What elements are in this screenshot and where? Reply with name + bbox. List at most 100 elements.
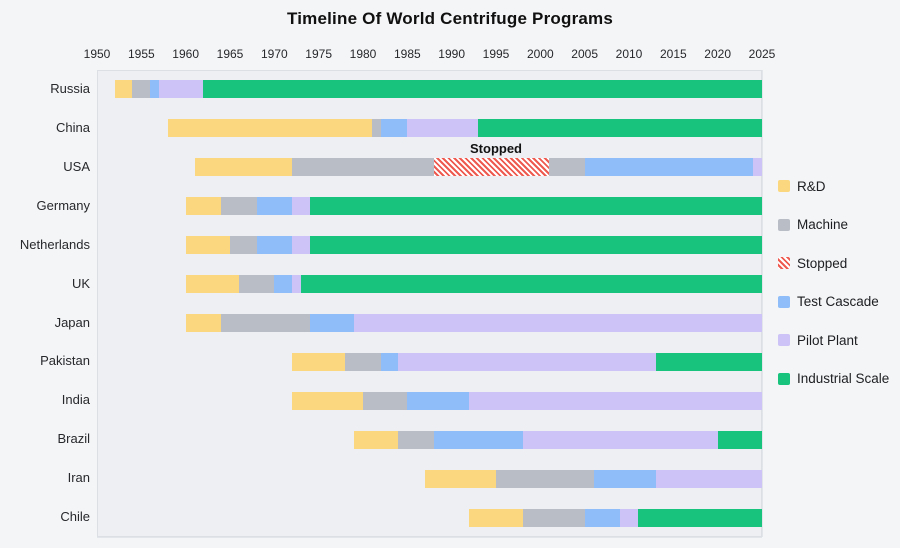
bar-segment-machine[interactable] <box>522 508 585 527</box>
bar-segment-r-d[interactable] <box>292 391 363 410</box>
country-label: India <box>61 392 90 408</box>
x-tick-label: 2020 <box>704 47 731 61</box>
bar-segment-r-d[interactable] <box>167 119 372 138</box>
x-tick-label: 2000 <box>526 47 554 61</box>
bar-segment-machine[interactable] <box>363 391 408 410</box>
bar-segment-r-d[interactable] <box>114 80 133 99</box>
legend-label: Machine <box>797 217 849 232</box>
bar-segment-r-d[interactable] <box>425 469 496 488</box>
bar-segment-pilot-plant[interactable] <box>753 158 762 177</box>
bar-segment-pilot-plant[interactable] <box>292 275 301 294</box>
legend-item-test-cascade[interactable]: Test Cascade <box>778 294 879 310</box>
legend-swatch-icon <box>778 218 790 231</box>
bar-segment-test-cascade[interactable] <box>433 430 523 449</box>
bar-segment-machine[interactable] <box>132 80 151 99</box>
bar-segment-machine[interactable] <box>549 158 585 177</box>
bar-segment-machine[interactable] <box>292 158 434 177</box>
bar-segment-test-cascade[interactable] <box>593 469 656 488</box>
country-label: China <box>56 119 90 135</box>
country-label: Pakistan <box>40 353 90 369</box>
bar-segment-pilot-plant[interactable] <box>354 313 762 332</box>
legend-label: R&D <box>797 178 826 194</box>
country-label: Iran <box>67 470 90 486</box>
bar-segment-r-d[interactable] <box>292 352 346 371</box>
bar-segment-test-cascade[interactable] <box>380 352 399 371</box>
country-label: Japan <box>54 314 90 330</box>
chart-title: Timeline Of World Centrifuge Programs <box>286 9 614 28</box>
x-tick-label: 1980 <box>349 47 377 61</box>
country-label: Brazil <box>57 431 90 447</box>
bar-segment-pilot-plant[interactable] <box>292 197 310 216</box>
bar-segment-test-cascade[interactable] <box>256 197 293 216</box>
x-tick-label: 1990 <box>438 47 465 61</box>
legend-item-machine[interactable]: Machine <box>778 217 848 233</box>
bar-segment-r-d[interactable] <box>185 275 239 294</box>
bar-segment-r-d[interactable] <box>185 197 222 216</box>
bar-segment-test-cascade[interactable] <box>407 391 470 410</box>
bar-segment-industrial-scale[interactable] <box>203 80 762 99</box>
bar-segment-test-cascade[interactable] <box>584 158 754 177</box>
x-tick-label: 1985 <box>393 47 421 61</box>
bar-segment-r-d[interactable] <box>354 430 399 449</box>
legend-label: Industrial Scale <box>797 371 890 386</box>
legend-swatch-icon <box>778 334 790 346</box>
country-label: UK <box>71 275 90 291</box>
bar-segment-test-cascade[interactable] <box>309 313 355 332</box>
legend-swatch-icon <box>778 295 790 308</box>
bar-segment-test-cascade[interactable] <box>274 275 293 294</box>
bar-segment-pilot-plant[interactable] <box>469 391 762 410</box>
x-tick-label: 1970 <box>260 47 288 61</box>
plot-area <box>97 70 762 537</box>
bar-segment-machine[interactable] <box>238 275 275 294</box>
bar-segment-test-cascade[interactable] <box>380 119 408 138</box>
legend-swatch-icon <box>778 180 790 192</box>
bar-segment-r-d[interactable] <box>194 158 293 177</box>
country-label: Russia <box>50 81 90 96</box>
legend-item-stopped[interactable]: Stopped <box>778 255 847 271</box>
bar-segment-pilot-plant[interactable] <box>655 469 762 488</box>
x-tick-label: 2005 <box>571 47 598 61</box>
x-tick-label: 1960 <box>172 47 199 61</box>
vertical-gridline <box>761 70 763 537</box>
country-label: Germany <box>36 197 90 213</box>
bar-segment-pilot-plant[interactable] <box>407 119 479 138</box>
bar-segment-machine[interactable] <box>371 119 381 138</box>
legend-label: Pilot Plant <box>797 332 858 348</box>
bar-segment-machine[interactable] <box>221 313 310 332</box>
bar-segment-test-cascade[interactable] <box>256 236 293 255</box>
legend-item-industrial-scale[interactable]: Industrial Scale <box>778 371 889 387</box>
bar-segment-industrial-scale[interactable] <box>637 508 762 527</box>
bar-segment-machine[interactable] <box>398 430 434 449</box>
bar-segment-industrial-scale[interactable] <box>300 275 762 294</box>
bar-segment-test-cascade[interactable] <box>584 508 621 527</box>
bar-segment-r-d[interactable] <box>469 508 523 527</box>
legend-item-r-d[interactable]: R&D <box>778 178 826 194</box>
bar-segment-industrial-scale[interactable] <box>309 236 762 255</box>
x-tick-label: 2025 <box>748 47 776 61</box>
bar-segment-stopped[interactable] <box>433 158 550 177</box>
bar-segment-r-d[interactable] <box>185 236 230 255</box>
bar-segment-pilot-plant[interactable] <box>620 508 638 527</box>
bar-segment-r-d[interactable] <box>185 313 222 332</box>
bar-segment-pilot-plant[interactable] <box>159 80 204 99</box>
bar-segment-industrial-scale[interactable] <box>309 197 762 216</box>
legend-item-pilot-plant[interactable]: Pilot Plant <box>778 332 858 348</box>
bar-segment-pilot-plant[interactable] <box>398 352 656 371</box>
bar-segment-industrial-scale[interactable] <box>478 119 762 138</box>
x-tick-label: 2010 <box>615 47 643 61</box>
bar-segment-pilot-plant[interactable] <box>522 430 718 449</box>
legend-swatch-icon <box>778 372 790 385</box>
bar-segment-machine[interactable] <box>345 352 381 371</box>
bar-segment-test-cascade[interactable] <box>150 80 160 99</box>
x-tick-label: 1975 <box>305 47 332 61</box>
legend-label: Test Cascade <box>797 294 879 309</box>
bar-segment-machine[interactable] <box>496 469 594 488</box>
bar-segment-machine[interactable] <box>230 236 257 255</box>
bar-segment-pilot-plant[interactable] <box>292 236 310 255</box>
x-tick-label: 1965 <box>216 47 244 61</box>
bar-segment-industrial-scale[interactable] <box>655 352 762 371</box>
x-tick-label: 2015 <box>659 47 687 61</box>
stopped-annotation: Stopped <box>470 141 522 157</box>
bar-segment-machine[interactable] <box>221 197 257 216</box>
bar-segment-industrial-scale[interactable] <box>717 430 762 449</box>
